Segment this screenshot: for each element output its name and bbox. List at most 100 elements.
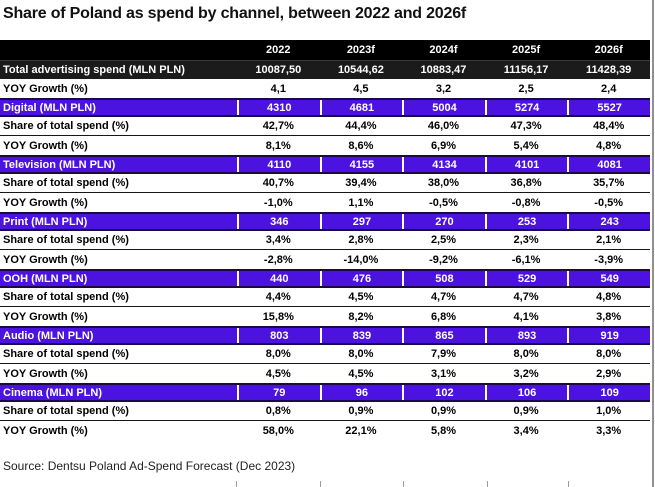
table-cell: 5527 (567, 100, 650, 115)
table-cell: -14,0% (343, 253, 379, 266)
table-cell: 2,8% (348, 234, 374, 246)
table-cell: 2,4 (601, 82, 617, 95)
table-cell: 0,9% (513, 405, 539, 417)
table-cell: 11156,17 (503, 64, 549, 76)
table-cell: 4155 (319, 157, 403, 172)
table-cell: 0,8% (265, 405, 291, 417)
table-cell: 476 (319, 271, 403, 286)
table-cell: 106 (484, 385, 568, 400)
source-note: Source: Dentsu Poland Ad-Spend Forecast … (3, 459, 296, 473)
table-cell: -2,8% (263, 253, 293, 266)
adspend-table: 2022 2023f 2024f 2025f 2026f Total advertisin… (0, 40, 650, 440)
table-row-share-of-total-spend: Share of total spend (%) 0,8% 0,9% 0,9% 0,9%… (0, 402, 650, 421)
row-label: YOY Growth (%) (3, 139, 88, 152)
table-cell: 440 (237, 271, 320, 286)
table-cell: 38,0% (427, 177, 460, 189)
table-cell: 4,5% (348, 291, 374, 303)
table-cell: 2,9% (596, 367, 622, 380)
table-cell: 297 (319, 214, 403, 229)
table-cell: 4,4% (265, 291, 291, 303)
column-header-2024f: 2024f (429, 44, 458, 56)
table-cell: 44,4% (345, 120, 377, 132)
table-row-total-advertising-spend-mln-pln: Total advertising spend (MLN PLN) 10087,5… (0, 60, 650, 79)
table-cell: -0,5% (429, 196, 458, 209)
table-cell: 4134 (402, 157, 485, 172)
table-row-print-mln-pln: Print (MLN PLN) 346 297 270 253 243 (0, 212, 650, 231)
table-cell: 243 (567, 214, 650, 229)
table-row-yoy-growth: YOY Growth (%) 4,5% 4,5% 3,1% 3,2% 2,9% (0, 364, 650, 383)
table-cell: 22,1% (345, 424, 377, 437)
table-cell: 1,1% (348, 196, 374, 209)
row-label: Share of total spend (%) (3, 234, 129, 246)
table-cell: -3,9% (594, 253, 624, 266)
row-label: Share of total spend (%) (3, 177, 129, 189)
table-cell: 803 (237, 328, 320, 343)
table-cell: 919 (567, 328, 650, 343)
row-label: Share of total spend (%) (3, 405, 129, 417)
table-cell: 4110 (237, 157, 320, 172)
table-row-share-of-total-spend: Share of total spend (%) 8,0% 8,0% 7,9% 8,0%… (0, 345, 650, 364)
table-cell: 39,4% (345, 177, 377, 189)
table-cell: 58,0% (262, 424, 294, 437)
table-cell: 508 (402, 271, 485, 286)
table-cell: 6,9% (430, 139, 457, 152)
gridline-tick (236, 481, 237, 487)
column-header-2026f: 2026f (594, 44, 623, 56)
table-cell: 2,5 (518, 82, 534, 95)
table-row-share-of-total-spend: Share of total spend (%) 4,4% 4,5% 4,7% 4,7%… (0, 288, 650, 307)
table-cell: 47,3% (510, 120, 542, 132)
table-cell: -0,8% (511, 196, 541, 209)
table-cell: 10087,50 (255, 64, 302, 76)
table-cell: 11428,39 (586, 64, 632, 76)
column-header-2023f: 2023f (346, 44, 375, 56)
table-cell: 5,4% (513, 139, 539, 152)
table-cell: 48,4% (593, 120, 625, 132)
table-cell: 4,1 (270, 82, 286, 95)
table-row-yoy-growth: YOY Growth (%) -1,0% 1,1% -0,5% -0,8% -0,5% (0, 193, 650, 212)
table-cell: -6,1% (511, 253, 541, 266)
table-cell: -9,2% (429, 253, 458, 266)
year-header-spacer (0, 40, 237, 60)
year-header-row: 2022 2023f 2024f 2025f 2026f (0, 40, 650, 60)
table-cell: 96 (319, 385, 403, 400)
table-cell: 8,0% (265, 348, 291, 360)
table-cell: 270 (402, 214, 485, 229)
table-cell: 4,7% (430, 291, 457, 303)
row-label: Print (MLN PLN) (3, 215, 88, 228)
table-cell: 8,1% (265, 139, 291, 152)
table-cell: 8,0% (348, 348, 374, 360)
gridline-tick (487, 481, 488, 487)
right-edge-gridline (652, 0, 654, 487)
table-cell: 4681 (319, 100, 403, 115)
table-cell: 3,8% (596, 310, 622, 323)
table-cell: 5004 (402, 100, 485, 115)
table-row-cinema-mln-pln: Cinema (MLN PLN) 79 96 102 106 109 (0, 383, 650, 402)
table-row-share-of-total-spend: Share of total spend (%) 3,4% 2,8% 2,5% 2,3%… (0, 231, 650, 250)
table-cell: 2,1% (596, 234, 622, 246)
table-cell: 3,1% (430, 367, 457, 380)
row-label: YOY Growth (%) (3, 424, 88, 437)
table-cell: 35,7% (593, 177, 625, 189)
table-cell: 1,0% (596, 405, 622, 417)
row-label: Cinema (MLN PLN) (3, 386, 102, 399)
table-cell: 79 (237, 385, 320, 400)
column-header-2022: 2022 (266, 44, 291, 56)
table-cell: 46,0% (427, 120, 460, 132)
table-cell: 10883,47 (420, 64, 467, 76)
table-cell: 4101 (484, 157, 568, 172)
table-cell: 0,9% (430, 405, 457, 417)
table-cell: 865 (402, 328, 485, 343)
table-cell: -1,0% (263, 196, 293, 209)
table-cell: 2,5% (430, 234, 457, 246)
table-cell: 4,7% (513, 291, 539, 303)
row-label: Share of total spend (%) (3, 291, 129, 303)
row-label: YOY Growth (%) (3, 367, 88, 380)
table-cell: 4,5% (348, 367, 374, 380)
table-cell: 549 (567, 271, 650, 286)
table-cell: 8,0% (513, 348, 539, 360)
table-row-yoy-growth: YOY Growth (%) 8,1% 8,6% 6,9% 5,4% 4,8% (0, 136, 650, 155)
gridline-tick (403, 481, 404, 487)
table-row-yoy-growth: YOY Growth (%) -2,8% -14,0% -9,2% -6,1% -3,9% (0, 250, 650, 269)
table-cell: 4081 (567, 157, 650, 172)
